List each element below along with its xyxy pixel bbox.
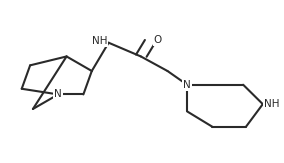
- Text: NH: NH: [264, 99, 280, 109]
- Text: NH: NH: [92, 36, 107, 46]
- Text: N: N: [54, 89, 62, 99]
- Text: O: O: [154, 35, 162, 45]
- Text: N: N: [183, 80, 191, 90]
